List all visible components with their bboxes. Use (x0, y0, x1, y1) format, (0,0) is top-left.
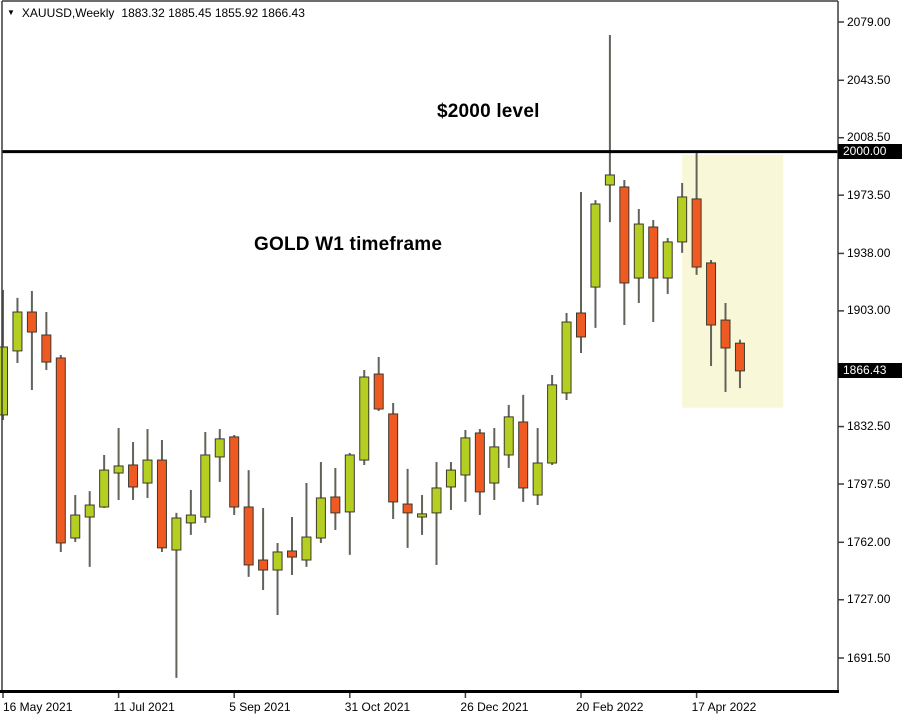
collapse-triangle-icon[interactable]: ▼ (7, 8, 15, 17)
candle-body (474, 432, 485, 493)
candle-body (142, 459, 153, 484)
candle-body (662, 241, 673, 279)
ohlc-values: 1883.32 1885.45 1855.92 1866.43 (121, 6, 305, 20)
candle-body (315, 497, 326, 539)
candle-body (26, 311, 37, 333)
candle-body (156, 459, 167, 549)
price-tick-label: 1903.00 (847, 303, 891, 318)
date-tick-label: 5 Sep 2021 (229, 700, 291, 714)
candle-body (330, 496, 341, 514)
date-tick-label: 20 Feb 2022 (576, 700, 644, 714)
candle-body (41, 334, 52, 363)
date-tick-label: 31 Oct 2021 (344, 700, 411, 714)
candle-body (547, 384, 558, 464)
price-level-badge: 2000.00 (838, 144, 902, 160)
candle-body (417, 513, 428, 518)
candle-body (99, 469, 110, 508)
candle-body (171, 517, 182, 551)
candle-body (229, 436, 240, 508)
candle-body (503, 416, 514, 456)
candle-body (532, 462, 543, 496)
candle-body (243, 506, 254, 566)
date-tick-label: 11 Jul 2021 (113, 700, 175, 714)
candle-body (720, 319, 731, 349)
price-tick-label: 2079.00 (847, 14, 891, 29)
price-tick-label: 2008.50 (847, 130, 891, 145)
candle-body (604, 174, 615, 186)
candle-body (691, 198, 702, 268)
candle-body (128, 464, 139, 488)
price-tick-label: 1973.50 (847, 187, 891, 202)
candle-body (734, 342, 745, 372)
candle-body (489, 446, 500, 484)
candle-body (402, 503, 413, 514)
candle-body (185, 514, 196, 524)
price-tick-label: 1762.00 (847, 534, 891, 549)
candle-body (359, 376, 370, 461)
highlight-zone (682, 154, 784, 408)
candle-body (590, 203, 601, 288)
chart-border-bottom (0, 690, 839, 693)
candle-body (287, 550, 297, 558)
candle-body (619, 186, 630, 284)
candle-body (561, 321, 572, 394)
candle-body (12, 311, 23, 352)
candle-body (70, 514, 81, 539)
candle-body (301, 536, 312, 561)
annotation-2000-level: $2000 level (437, 101, 540, 122)
price-tick-label: 1727.00 (847, 592, 891, 607)
annotation-timeframe: GOLD W1 timeframe (254, 234, 443, 255)
price-tick-label: 1797.50 (847, 476, 891, 491)
candle-body (272, 551, 283, 571)
current-price-badge: 1866.43 (838, 363, 902, 379)
candle-body (388, 413, 399, 503)
candle-body (113, 465, 124, 474)
candle-body (84, 504, 95, 518)
candle-body (200, 454, 211, 518)
date-tick-label: 17 Apr 2022 (691, 700, 757, 714)
candle-body (431, 487, 442, 514)
candle-body (677, 196, 688, 243)
candle-body (0, 346, 8, 416)
price-tick-label: 1938.00 (847, 245, 891, 260)
price-tick-label: 2043.50 (847, 72, 891, 87)
candle-body (373, 373, 384, 410)
candle-body (460, 437, 471, 476)
candle-body (648, 226, 659, 279)
price-tick-label: 1832.50 (847, 419, 891, 434)
date-tick-label: 26 Dec 2021 (460, 700, 529, 714)
symbol-header: ▼ XAUUSD,Weekly 1883.32 1885.45 1855.92 … (7, 6, 305, 20)
symbol-label: XAUUSD,Weekly (21, 6, 115, 20)
candle-body (445, 469, 456, 488)
candle-body (518, 421, 529, 489)
candle-body (344, 454, 355, 513)
candle-body (633, 223, 644, 279)
date-tick-label: 16 May 2021 (3, 700, 73, 714)
candle-body (576, 312, 586, 338)
price-tick-label: 1691.50 (847, 650, 891, 665)
candle-body (258, 559, 269, 571)
candle-body (214, 438, 225, 458)
candle-body (706, 262, 717, 326)
candle-body (55, 357, 66, 544)
